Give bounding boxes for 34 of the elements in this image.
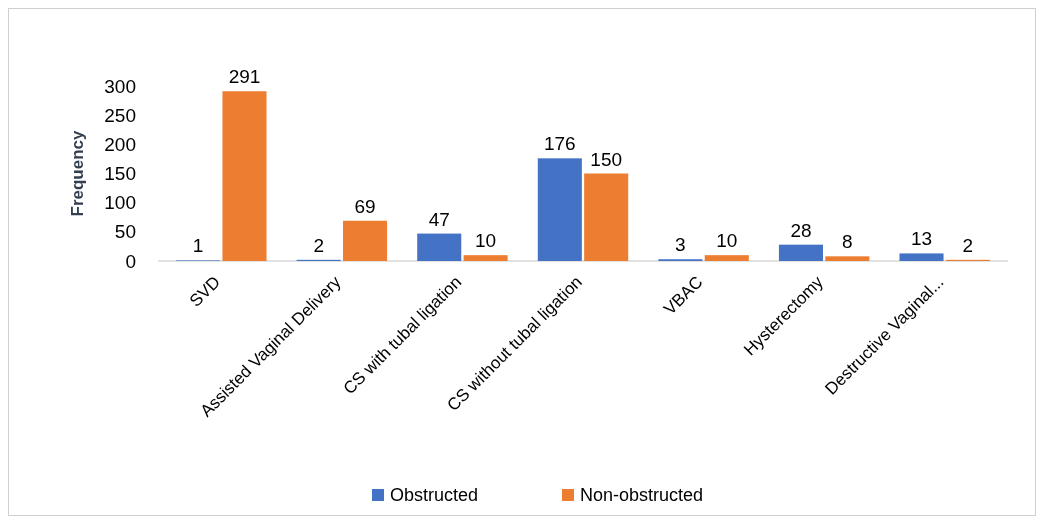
bar — [825, 256, 870, 261]
bar — [343, 220, 388, 261]
y-axis-title: Frequency — [68, 129, 87, 217]
bar — [463, 255, 508, 261]
data-label: 1 — [192, 235, 204, 257]
data-label: 2 — [313, 234, 324, 256]
bar — [584, 173, 629, 261]
data-label: 8 — [842, 231, 853, 253]
bar — [704, 255, 749, 261]
y-tick-label: 250 — [104, 104, 136, 126]
bar — [778, 244, 823, 261]
bar — [537, 158, 582, 261]
y-tick-label: 150 — [104, 163, 136, 185]
data-label: 13 — [910, 228, 933, 250]
y-tick-label: 50 — [114, 221, 136, 243]
legend-label: Obstructed — [390, 485, 479, 506]
data-label: 10 — [716, 230, 738, 252]
y-tick-label: 0 — [125, 250, 136, 272]
bar — [899, 253, 944, 261]
y-tick-label: 300 — [104, 75, 136, 97]
data-label: 10 — [475, 230, 497, 252]
bar — [222, 91, 267, 261]
bar — [417, 233, 462, 261]
legend-label: Non-obstructed — [580, 485, 704, 506]
data-label: 2 — [962, 234, 974, 256]
data-label: 150 — [590, 148, 623, 170]
data-label: 47 — [428, 208, 450, 230]
data-label: 69 — [354, 195, 376, 217]
data-label: 176 — [543, 133, 576, 155]
y-tick-label: 200 — [104, 133, 136, 155]
data-label: 291 — [228, 66, 261, 88]
y-tick-label: 100 — [104, 192, 136, 214]
data-label: 28 — [790, 219, 812, 241]
data-label: 3 — [675, 234, 686, 256]
